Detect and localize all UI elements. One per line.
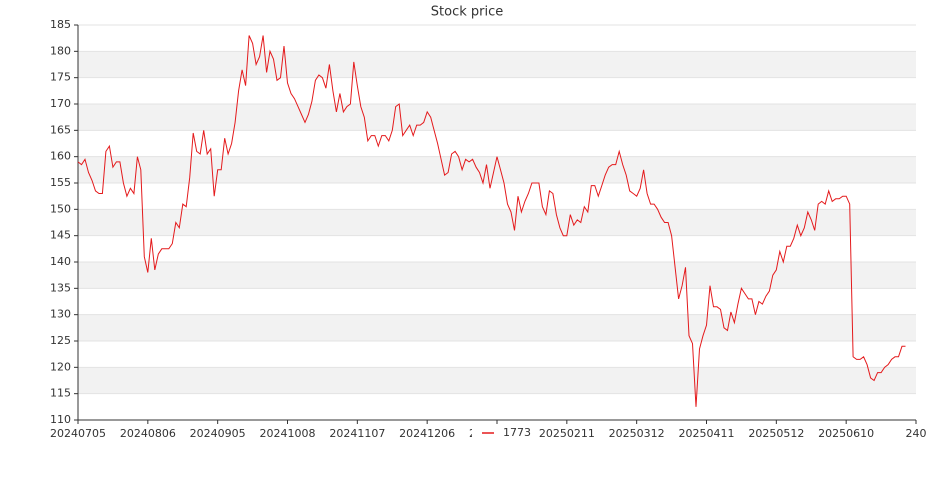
x-tick-label: 20241206 — [399, 427, 455, 440]
y-tick-label: 130 — [50, 308, 71, 321]
x-tick-label: 20241107 — [329, 427, 385, 440]
x-tick-label: 20250411 — [679, 427, 735, 440]
y-tick-label: 110 — [50, 413, 71, 426]
x-tick-label: 20240905 — [190, 427, 246, 440]
y-tick-label: 165 — [50, 123, 71, 136]
x-tick-label: 20241008 — [260, 427, 316, 440]
grid-band — [78, 104, 916, 131]
y-tick-label: 135 — [50, 281, 71, 294]
x-tick-label: 240 — [906, 427, 927, 440]
grid-band — [78, 51, 916, 78]
y-tick-label: 145 — [50, 229, 71, 242]
y-tick-label: 160 — [50, 150, 71, 163]
grid-band — [78, 156, 916, 183]
grid-band — [78, 262, 916, 289]
x-tick-label: 20250512 — [748, 427, 804, 440]
legend-label: 1773 — [503, 426, 531, 439]
chart-title: Stock price — [431, 5, 503, 20]
y-tick-label: 175 — [50, 71, 71, 84]
y-tick-label: 185 — [50, 18, 71, 31]
x-tick-label: 20250211 — [539, 427, 595, 440]
grid-band — [78, 314, 916, 341]
legend-box — [472, 425, 534, 441]
y-tick-label: 150 — [50, 202, 71, 215]
grid-band — [78, 209, 916, 236]
price-line — [77, 35, 906, 407]
y-tick-label: 125 — [50, 334, 71, 347]
x-tick-label: 20240806 — [120, 427, 176, 440]
y-tick-label: 120 — [50, 360, 71, 373]
x-tick-label: 20250610 — [818, 427, 874, 440]
x-tick-label: 20240705 — [50, 427, 106, 440]
grid-band — [78, 367, 916, 394]
y-tick-label: 170 — [50, 97, 71, 110]
y-tick-label: 115 — [50, 387, 71, 400]
y-tick-label: 155 — [50, 176, 71, 189]
y-tick-label: 180 — [50, 44, 71, 57]
x-tick-label: 20250312 — [609, 427, 665, 440]
y-tick-label: 140 — [50, 255, 71, 268]
